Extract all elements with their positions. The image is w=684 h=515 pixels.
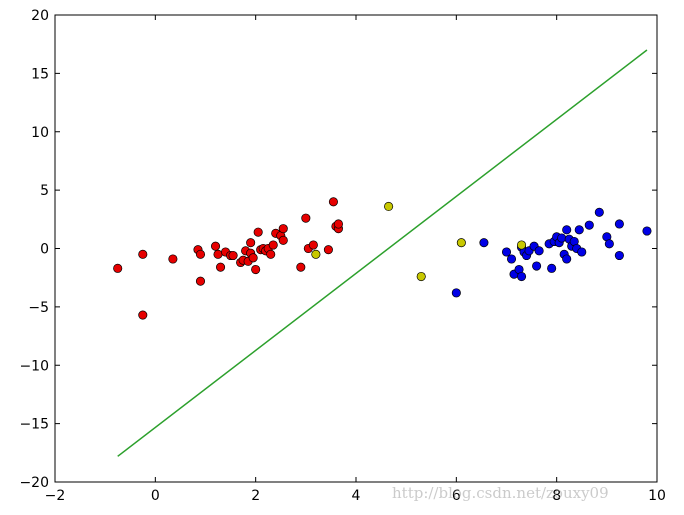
scatter-point xyxy=(278,224,288,234)
y-tick-label: −15 xyxy=(19,417,49,433)
x-tick-label: 6 xyxy=(452,488,461,504)
scatter-point xyxy=(168,254,178,264)
scatter-point xyxy=(308,240,318,250)
scatter-point xyxy=(532,261,542,271)
scatter-point xyxy=(328,197,338,207)
scatter-point xyxy=(594,207,604,217)
scatter-point xyxy=(113,263,123,273)
scatter-point xyxy=(456,238,466,248)
y-tick-label: 5 xyxy=(40,183,49,199)
scatter-point xyxy=(534,246,544,256)
scatter-point xyxy=(268,240,278,250)
scatter-point xyxy=(479,238,489,248)
watermark-text: http://blog.csdn.net/zouxy09 xyxy=(392,484,609,502)
scatter-point xyxy=(557,233,567,243)
scatter-point xyxy=(614,250,624,261)
scatter-point xyxy=(253,227,263,237)
y-tick-label: −5 xyxy=(28,300,49,316)
scatter-point xyxy=(562,225,572,235)
y-tick-label: −20 xyxy=(19,475,49,491)
scatter-point xyxy=(416,271,426,282)
y-tick-label: 20 xyxy=(31,8,49,24)
scatter-point xyxy=(228,250,238,261)
y-tick-label: 15 xyxy=(31,66,49,82)
y-tick-label: −10 xyxy=(19,358,49,374)
scatter-point xyxy=(266,249,276,259)
scatter-point xyxy=(516,240,527,250)
decision-boundary-line xyxy=(117,49,648,457)
scatter-point xyxy=(213,249,223,259)
scatter-point xyxy=(301,213,311,223)
scatter-point xyxy=(451,288,461,298)
scatter-point xyxy=(642,226,652,236)
x-tick-label: 2 xyxy=(251,488,260,504)
scatter-point xyxy=(216,262,226,272)
x-tick-label: 10 xyxy=(648,488,666,504)
scatter-point xyxy=(195,249,206,259)
y-tick-label: 10 xyxy=(31,125,49,141)
scatter-point xyxy=(547,263,557,273)
x-tick-label: 4 xyxy=(352,488,361,504)
axis-ticks xyxy=(54,14,658,483)
scatter-point xyxy=(506,254,517,264)
scatter-point xyxy=(501,247,512,257)
plot-frame xyxy=(54,14,658,483)
scatter-point xyxy=(323,245,333,255)
scatter-point xyxy=(138,310,148,320)
scatter-point xyxy=(333,219,343,229)
scatter-point xyxy=(195,276,206,286)
series-layer xyxy=(113,49,652,457)
scatter-point xyxy=(138,249,148,259)
scatter-point xyxy=(574,225,584,235)
x-tick-label: 0 xyxy=(151,488,160,504)
scatter-point xyxy=(248,253,258,263)
scatter-point xyxy=(614,219,624,229)
scatter-point xyxy=(251,264,261,275)
scatter-point xyxy=(384,201,394,212)
y-tick-label: 0 xyxy=(40,242,49,258)
scatter-point xyxy=(562,254,572,264)
scatter-point xyxy=(516,271,527,282)
scatter-point xyxy=(296,262,306,272)
scatter-point xyxy=(246,238,256,248)
scatter-point xyxy=(210,241,221,251)
scatter-point xyxy=(577,247,587,257)
scatter-point xyxy=(584,220,594,230)
scatter-point xyxy=(278,235,288,245)
scatter-point xyxy=(604,239,614,249)
x-tick-label: −2 xyxy=(45,488,66,504)
scatter-point xyxy=(311,249,321,259)
x-tick-label: 8 xyxy=(552,488,561,504)
